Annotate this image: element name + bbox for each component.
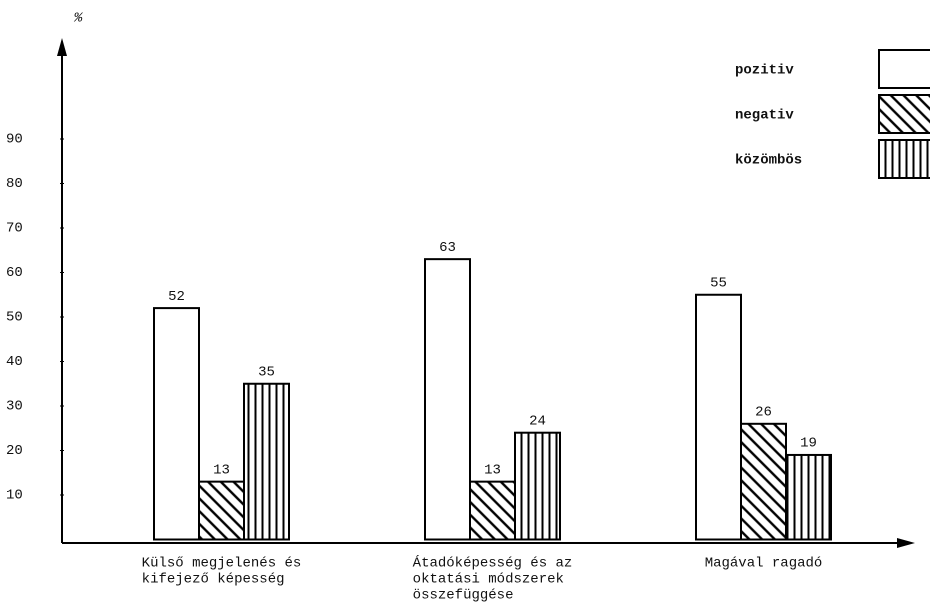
y-tick-label: 30	[6, 399, 23, 415]
y-tick-label: 90	[6, 132, 23, 148]
value-label: 35	[258, 364, 275, 380]
legend-label: közömbös	[735, 153, 802, 169]
value-label: 13	[484, 462, 501, 478]
x-tick-label: Átadóképesség és az	[413, 554, 573, 572]
value-label: 19	[800, 436, 817, 452]
value-label: 63	[439, 240, 456, 256]
legend-swatch	[878, 49, 930, 89]
y-tick-label: 50	[6, 310, 23, 326]
bar	[243, 382, 290, 541]
bar	[153, 307, 200, 541]
y-tick-label: 70	[6, 221, 23, 237]
legend-swatch	[878, 94, 930, 134]
y-tick-label: 10	[6, 488, 23, 504]
x-tick-label: Magával ragadó	[705, 556, 823, 572]
legend-swatch	[878, 139, 930, 179]
value-label: 55	[710, 275, 727, 291]
y-tick-label: 80	[6, 176, 23, 192]
x-axis-arrow	[897, 538, 915, 548]
y-tick-label: 60	[6, 265, 23, 281]
x-tick-label: kifejező képesség	[142, 572, 285, 588]
bar	[198, 480, 245, 541]
value-label: 24	[529, 413, 546, 429]
bar	[424, 258, 471, 541]
legend-label: pozitiv	[735, 63, 794, 79]
y-tick-label: 40	[6, 354, 23, 370]
bar	[514, 431, 561, 541]
bar	[469, 480, 516, 541]
bar	[740, 422, 787, 541]
bar	[695, 293, 742, 541]
y-tick-label: 20	[6, 443, 23, 459]
x-tick-label: Külső megjelenés és	[142, 556, 302, 572]
bar	[785, 453, 832, 541]
x-tick-label: összefüggése	[413, 588, 514, 604]
value-label: 13	[213, 462, 230, 478]
x-tick-label: oktatási módszerek	[413, 572, 564, 588]
legend-label: negativ	[735, 108, 794, 124]
value-label: 52	[168, 289, 185, 305]
y-axis-label: %	[73, 11, 83, 27]
value-label: 26	[755, 405, 772, 421]
y-axis-arrow	[57, 38, 67, 56]
